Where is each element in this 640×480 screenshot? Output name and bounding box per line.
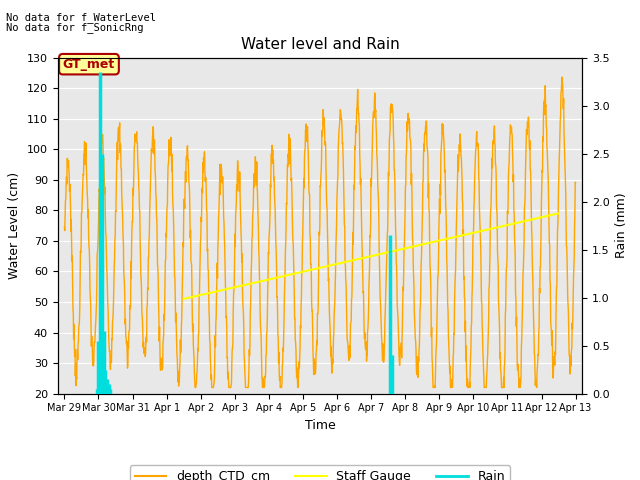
Title: Water level and Rain: Water level and Rain	[241, 37, 399, 52]
Y-axis label: Water Level (cm): Water Level (cm)	[8, 172, 21, 279]
Text: No data for f_SonicRng: No data for f_SonicRng	[6, 22, 144, 33]
Y-axis label: Rain (mm): Rain (mm)	[616, 193, 628, 258]
Text: GT_met: GT_met	[63, 58, 115, 71]
Text: No data for f_WaterLevel: No data for f_WaterLevel	[6, 12, 156, 23]
X-axis label: Time: Time	[305, 419, 335, 432]
Legend: depth_CTD_cm, Staff Gauge, Rain: depth_CTD_cm, Staff Gauge, Rain	[130, 465, 510, 480]
